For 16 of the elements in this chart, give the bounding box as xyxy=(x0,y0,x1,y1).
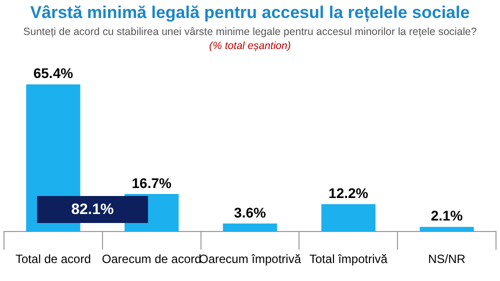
data-label: 2.1% xyxy=(430,208,464,224)
bar xyxy=(321,204,376,232)
data-label: 16.7% xyxy=(132,174,172,191)
text: (% total eșantion) xyxy=(208,40,292,52)
bar xyxy=(222,223,278,232)
sum-box: 82.1% xyxy=(37,196,148,223)
data-label: 3.6% xyxy=(234,204,266,220)
x-tick-label: NS/NR xyxy=(428,252,466,266)
data-label: 12.2% xyxy=(328,184,369,201)
chart-title: Vârstă minimă legală pentru accesul la rețelele sociale xyxy=(29,2,471,23)
x-tick-label: Total împotrivă xyxy=(309,252,388,266)
chart-subtitle: Sunteți de acord cu stabilirea unei vârste minime legale pentru accesul minorilor la rețele sociale? xyxy=(22,26,478,38)
data-label: 65.4% xyxy=(33,65,74,82)
bar xyxy=(420,226,474,232)
x-tick-label: Total de acord xyxy=(16,252,91,266)
x-tick-label: Oarecum de acord xyxy=(102,252,202,266)
